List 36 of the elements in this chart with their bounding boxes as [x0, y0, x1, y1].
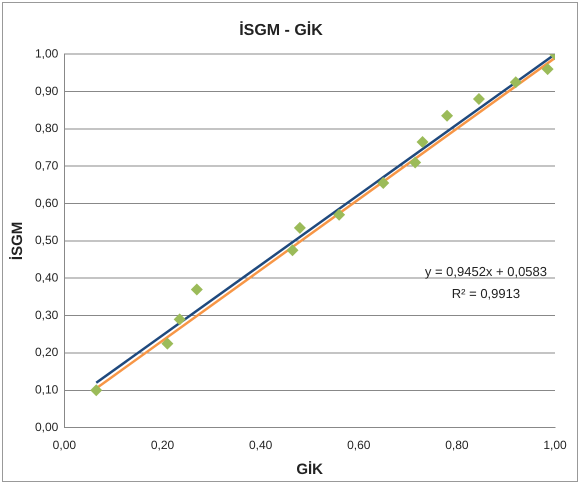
point: [377, 177, 390, 190]
point: [294, 222, 306, 234]
point: [472, 93, 485, 106]
point: [542, 63, 554, 76]
point: [90, 384, 102, 396]
y-tick-label: 0,00: [34, 420, 59, 434]
x-tick-label: 0,80: [445, 438, 469, 452]
y-tick-label: 0,70: [34, 158, 59, 173]
point: [409, 156, 422, 168]
point: [161, 338, 174, 350]
point: [286, 244, 299, 256]
annotation: R² = 0,9913: [452, 286, 520, 302]
point: [510, 76, 522, 88]
y-tick-label: 0,10: [34, 382, 59, 397]
chart-title: İSGM - GİK: [239, 21, 324, 40]
y-tick-label: 0,50: [34, 233, 59, 248]
y-tick-label: 0,90: [34, 84, 59, 98]
point: [333, 208, 346, 221]
y-tick-label: 0,40: [34, 270, 59, 285]
x-tick-label: 1,00: [543, 438, 567, 452]
y-tick-label: 1,00: [34, 46, 59, 61]
x-axis-title: GİK: [296, 461, 324, 478]
x-tick-label: 0,20: [150, 438, 174, 452]
point: [441, 110, 454, 122]
point: [190, 283, 203, 296]
annotation: y = 0,9452x + 0,0583: [424, 264, 547, 280]
y-tick-label: 0,60: [34, 196, 59, 210]
point: [416, 136, 429, 148]
point: [174, 313, 186, 326]
y-axis-title: İSGM: [9, 222, 26, 260]
x-tick-label: 0,00: [52, 438, 76, 452]
y-tick-label: 0,80: [34, 121, 59, 136]
y-tick-label: 0,30: [34, 308, 59, 322]
y-tick-label: 0,20: [34, 345, 59, 360]
x-tick-label: 0,40: [248, 438, 273, 452]
x-tick-label: 0,60: [347, 438, 371, 452]
